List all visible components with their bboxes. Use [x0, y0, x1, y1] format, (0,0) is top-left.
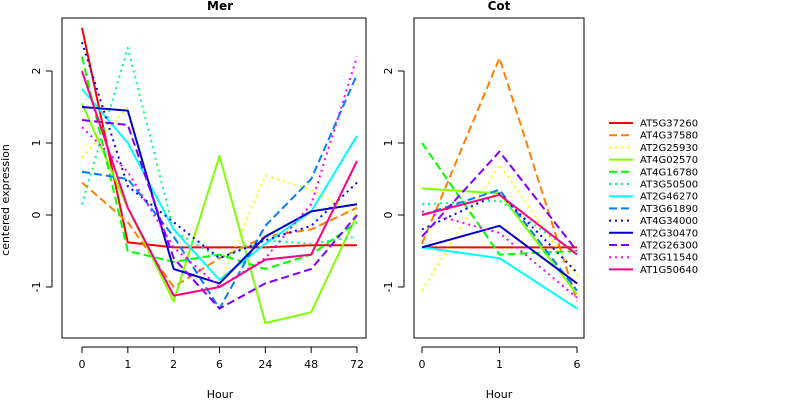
legend-label-at2g30470: AT2G30470 [640, 228, 698, 239]
series-line-mer-at5g37260 [81, 27, 357, 249]
series-line-mer-at1g50640 [81, 70, 358, 297]
axes-mer: 0 1 2 6 24 48 72 -1 0 1 2 [30, 68, 364, 372]
x-axis-label-cot: Hour [486, 388, 513, 400]
legend-label-at4g16780: AT4G16780 [640, 167, 698, 178]
x-tick-label-mer: 72 [350, 358, 364, 371]
y-tick-label-mer: 1 [30, 140, 43, 147]
series-line-cot-at3g50500 [421, 199, 578, 256]
series-line-mer-at4g37580 [81, 181, 358, 288]
x-tick-label-mer: 0 [79, 358, 86, 371]
panel-title-mer: Mer [207, 0, 233, 13]
x-tick-label-cot: 0 [419, 358, 426, 371]
legend-label-at4g02570: AT4G02570 [640, 155, 698, 166]
series-line-cot-at4g37580 [421, 57, 578, 302]
series-line-mer-at3g50500 [81, 47, 358, 260]
legend-label-at3g11540: AT3G11540 [640, 253, 698, 264]
series-line-mer-at2g46270 [81, 88, 358, 281]
series-lines-cot [421, 57, 578, 310]
x-tick-label-mer: 24 [258, 358, 272, 371]
panel-title-cot: Cot [488, 0, 511, 13]
x-tick-label-mer: 2 [170, 358, 177, 371]
series-line-cot-at1g50640 [421, 193, 578, 256]
x-tick-label-mer: 1 [124, 358, 131, 371]
series-line-mer-at4g16780 [81, 56, 358, 270]
legend: AT5G37260AT4G37580AT2G25930AT4G02570AT4G… [609, 119, 698, 276]
legend-label-at3g50500: AT3G50500 [640, 180, 698, 191]
x-axis-label-mer: Hour [207, 388, 234, 400]
y-axis-label: centered expression [0, 144, 12, 256]
series-line-mer-at4g34000 [81, 41, 358, 260]
y-tick-label-cot: 2 [382, 68, 395, 75]
panel-mer: Mer 0 1 2 6 24 48 72 -1 0 1 2 Hour [30, 0, 367, 401]
plot-frame-cot [413, 17, 585, 339]
series-lines-mer [81, 27, 358, 324]
series-line-mer-at2g26300 [81, 119, 358, 310]
x-tick-label-mer: 6 [216, 358, 223, 371]
series-line-cot-at3g61890 [421, 188, 578, 292]
panel-cot: Cot 0 1 6 -1 0 1 2 Hour [382, 0, 585, 401]
legend-label-at2g26300: AT2G26300 [640, 241, 698, 252]
legend-label-at5g37260: AT5G37260 [640, 119, 698, 130]
series-line-cot-at4g16780 [421, 142, 578, 256]
series-line-cot-at4g34000 [421, 192, 578, 274]
x-tick-label-cot: 6 [574, 358, 581, 371]
legend-label-at4g34000: AT4G34000 [640, 216, 698, 227]
x-tick-label-mer: 48 [304, 358, 318, 371]
series-line-cot-at2g30470 [421, 224, 578, 285]
series-line-mer-at2g30470 [81, 106, 358, 285]
x-tick-label-cot: 1 [496, 358, 503, 371]
y-tick-label-cot: 0 [382, 212, 395, 219]
legend-label-at3g61890: AT3G61890 [640, 204, 698, 215]
y-tick-label-cot: -1 [382, 282, 395, 293]
legend-label-at2g46270: AT2G46270 [640, 192, 698, 203]
y-tick-label-mer: -1 [30, 282, 43, 293]
legend-label-at4g37580: AT4G37580 [640, 131, 698, 142]
series-line-mer-at3g11540 [81, 56, 358, 288]
series-line-cot-at2g25930 [421, 163, 578, 292]
axes-cot: 0 1 6 -1 0 1 2 [382, 68, 581, 372]
legend-label-at2g25930: AT2G25930 [640, 143, 698, 154]
legend-label-at1g50640: AT1G50640 [640, 265, 698, 276]
plot-frame-mer [61, 17, 367, 339]
y-tick-label-mer: 2 [30, 68, 43, 75]
series-line-cot-at2g46270 [421, 246, 578, 310]
y-tick-label-mer: 0 [30, 212, 43, 219]
y-tick-label-cot: 1 [382, 140, 395, 147]
